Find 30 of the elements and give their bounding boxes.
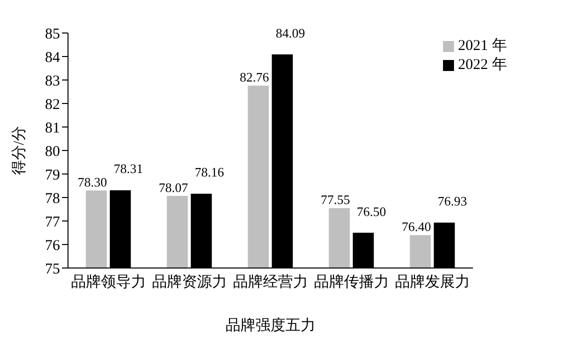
legend-label: 2021 年 — [458, 38, 507, 54]
x-tick-label: 品牌经营力 — [233, 274, 308, 291]
y-tick-label: 78 — [45, 190, 60, 207]
x-tick-label: 品牌发展力 — [395, 274, 470, 291]
data-label: 78.16 — [194, 164, 224, 180]
y-tick-label: 79 — [45, 167, 60, 184]
data-label: 78.30 — [78, 174, 107, 190]
y-tick-label: 80 — [45, 144, 60, 160]
y-tick-label: 83 — [45, 73, 60, 90]
y-tick-label: 84 — [45, 50, 60, 66]
data-label: 84.09 — [276, 25, 305, 40]
y-tick-label: 77 — [45, 214, 60, 230]
data-label: 78.07 — [158, 180, 188, 195]
y-tick-label: 82 — [45, 96, 60, 113]
data-label: 76.40 — [402, 219, 431, 234]
y-tick-label: 75 — [45, 261, 60, 278]
x-axis-title: 品牌强度五力 — [226, 317, 316, 334]
data-label: 82.76 — [240, 70, 270, 85]
x-tick-label: 品牌资源力 — [152, 274, 227, 291]
legend-label: 2022 年 — [458, 57, 507, 73]
x-tick-label: 品牌领导力 — [71, 274, 146, 291]
data-label: 76.93 — [438, 194, 467, 209]
y-tick-label: 76 — [45, 238, 60, 254]
data-label: 76.50 — [356, 204, 386, 219]
x-tick-label: 品牌传播力 — [314, 274, 389, 291]
y-axis-title: 得分/分 — [10, 126, 28, 176]
y-tick-label: 81 — [45, 120, 60, 136]
data-label: 78.31 — [114, 161, 143, 176]
y-tick-label: 85 — [45, 26, 60, 42]
data-label: 77.55 — [320, 192, 350, 208]
